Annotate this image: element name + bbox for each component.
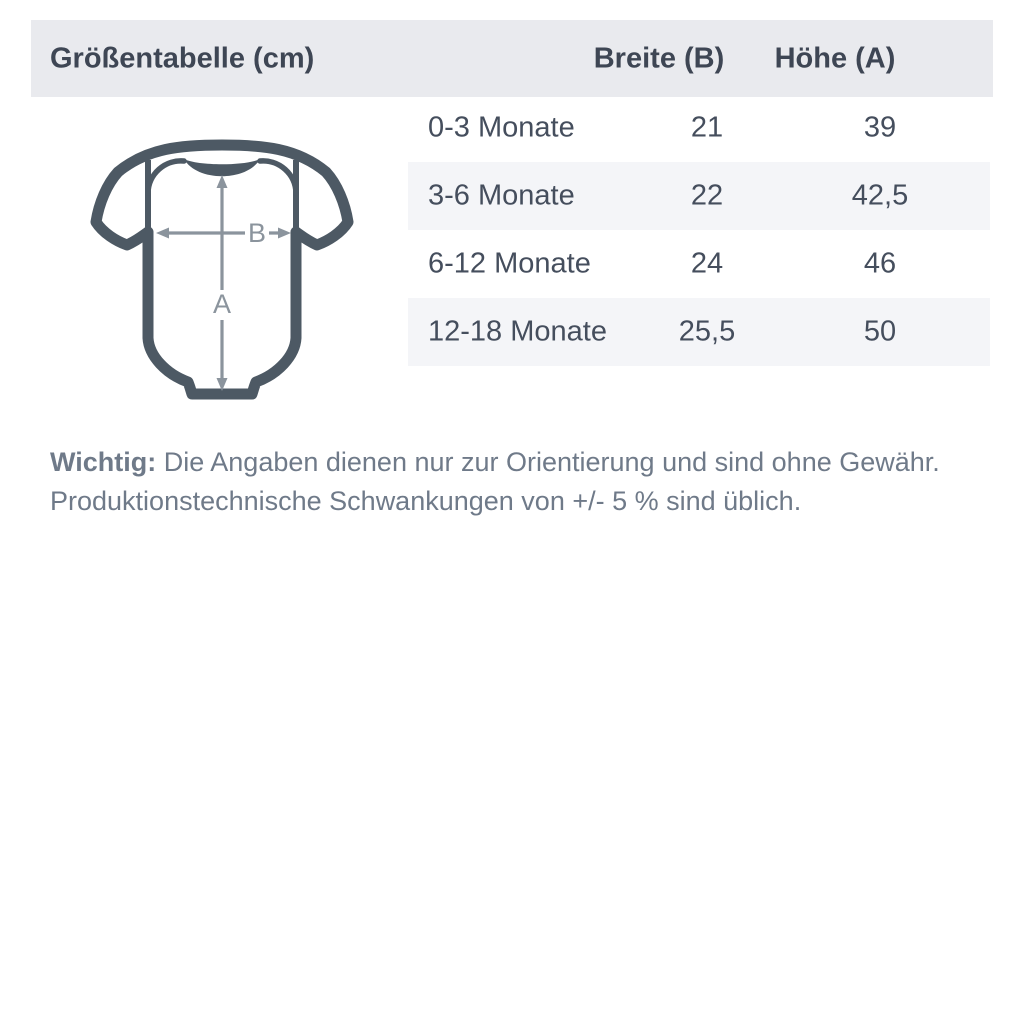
width-value: 22 — [690, 179, 724, 212]
height-value: 46 — [863, 247, 897, 280]
note-line2: Produktionstechnische Schwankungen von +… — [50, 486, 802, 516]
width-value: 25,5 — [678, 315, 736, 348]
column-header-width: Breite (B) — [593, 42, 725, 74]
width-value: 21 — [690, 111, 724, 144]
size-chart-title: Größentabelle (cm) — [50, 42, 315, 74]
disclaimer-note: Wichtig: Die Angaben dienen nur zur Orie… — [50, 443, 970, 521]
size-label: 3-6 Monate — [428, 179, 575, 212]
table-row: 3-6 Monate 22 42,5 — [408, 162, 990, 230]
baby-bodysuit-icon: A B — [90, 139, 354, 400]
size-label: 0-3 Monate — [428, 111, 575, 144]
baby-bodysuit-measurement-diagram: A B — [85, 130, 355, 406]
height-value: 50 — [863, 315, 897, 348]
size-chart-header-bar: Größentabelle (cm) Breite (B) Höhe (A) — [31, 20, 993, 97]
height-dimension-label: A — [213, 289, 231, 319]
neck-opening — [184, 159, 260, 177]
size-label: 12-18 Monate — [428, 315, 607, 348]
height-value: 39 — [863, 111, 897, 144]
column-header-height: Höhe (A) — [774, 42, 896, 74]
size-label: 6-12 Monate — [428, 247, 591, 280]
table-row: 0-3 Monate 21 39 — [408, 94, 990, 162]
table-row: 6-12 Monate 24 46 — [408, 230, 990, 298]
note-important-label: Wichtig: — [50, 447, 157, 477]
note-line1: Die Angaben dienen nur zur Orientierung … — [163, 447, 940, 477]
size-table: 0-3 Monate 21 39 3-6 Monate 22 42,5 6-12… — [408, 94, 990, 366]
width-dimension-label: B — [248, 218, 266, 248]
width-value: 24 — [690, 247, 724, 280]
table-row: 12-18 Monate 25,5 50 — [408, 298, 990, 366]
neck-fold-arcs — [145, 158, 299, 196]
height-value: 42,5 — [851, 179, 909, 212]
